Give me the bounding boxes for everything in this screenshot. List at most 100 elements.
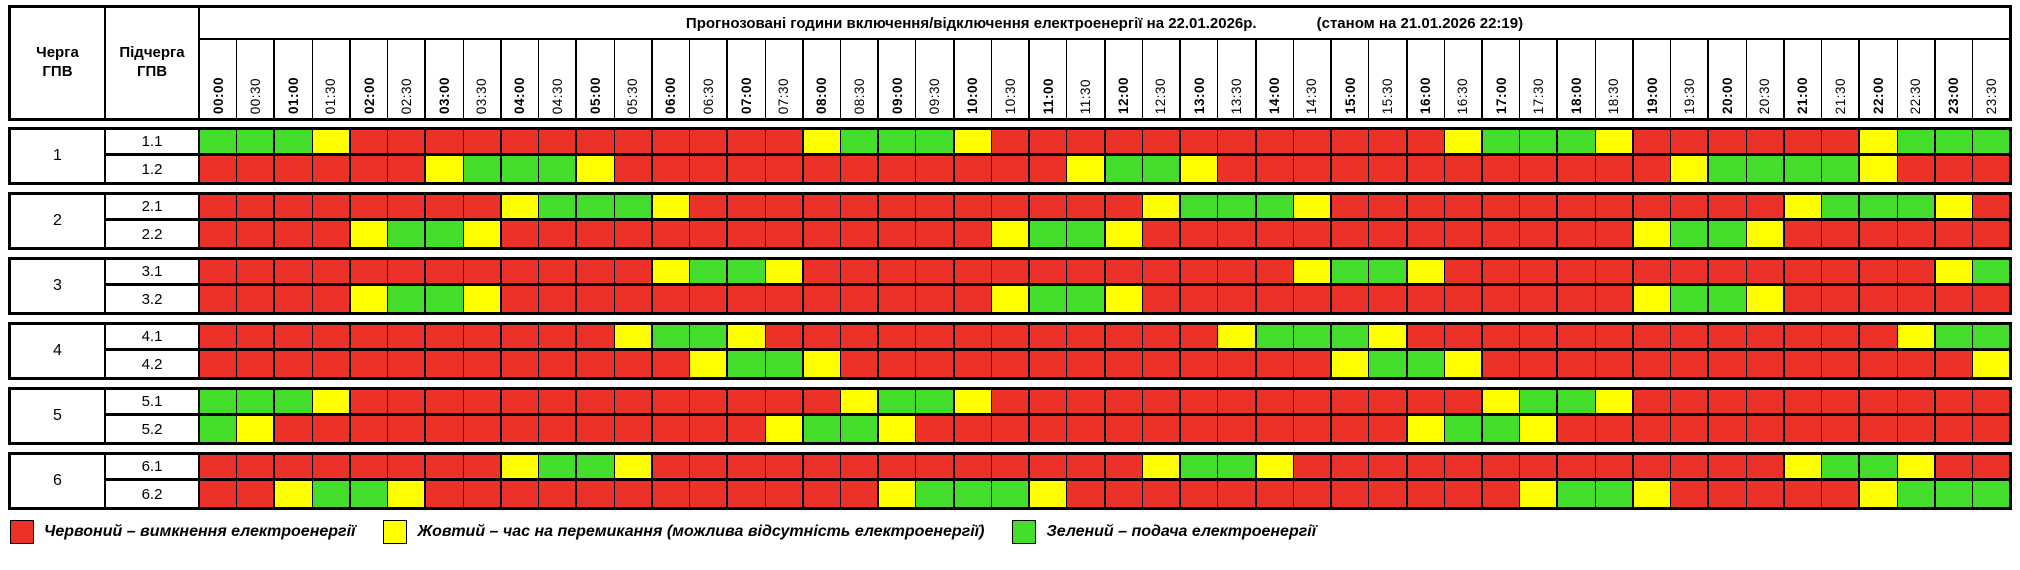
schedule-cell [877,455,916,478]
schedule-cell [1217,481,1255,507]
schedule-cell [1443,195,1481,218]
schedule-cell [1330,325,1369,348]
schedule-cell [499,351,539,377]
queue-rows: 5.1 5.2 [106,390,2010,442]
schedule-cells [200,481,2010,507]
schedule-cell [1179,325,1218,348]
schedule-cell [726,455,765,478]
schedule-cell [1670,481,1708,507]
time-label-cell: 08:30 [839,40,877,118]
schedule-cell [1254,481,1293,507]
schedule-cell [1707,221,1746,247]
schedule-cell [1405,286,1444,312]
time-label: 06:30 [700,77,716,114]
legend-swatch [10,520,34,544]
schedule-cell [1933,455,1973,478]
schedule-cell [1519,416,1557,442]
subqueue-label: 6.2 [106,481,200,507]
schedule-cell [1707,286,1746,312]
schedule-cell [424,221,463,247]
schedule-header: Черга ГПВ Підчерга ГПВ Прогнозовані годи… [8,5,2012,121]
schedule-cell [200,195,237,218]
schedule-cell [1707,260,1746,283]
schedule-cell [200,416,237,442]
schedule-cell [387,390,425,413]
schedule-cell [1066,351,1104,377]
schedule-cell [877,286,916,312]
schedule-cell [273,286,312,312]
schedule-cell [1254,351,1293,377]
schedule-cell [348,260,388,283]
schedule-cell [990,156,1029,182]
schedule-cell [1821,481,1859,507]
schedule-cell [1179,195,1218,218]
schedule-cell [726,390,765,413]
schedule-cell [236,416,274,442]
schedule-cell [1028,390,1067,413]
schedule-cell [689,325,727,348]
schedule-cell [1745,351,1783,377]
schedule-cell [200,130,237,153]
schedule-cell [726,286,765,312]
schedule-cell [1405,455,1444,478]
schedule-cell [348,455,388,478]
schedule-cell [499,130,539,153]
schedule-cell [1933,351,1973,377]
subqueue-label: 1.2 [106,156,200,182]
schedule-cell [1972,195,2010,218]
schedule-cell [1519,325,1557,348]
schedule-cell [1782,390,1822,413]
schedule-cell [1745,416,1783,442]
schedule-cell [1972,156,2010,182]
schedule-cell [1972,481,2010,507]
time-label-cell: 18:00 [1556,40,1594,118]
schedule-cell [1028,286,1067,312]
time-label: 06:00 [663,76,679,114]
schedule-cell [1066,260,1104,283]
schedule-cell [1594,195,1632,218]
subqueue-label: 4.1 [106,325,200,348]
schedule-cell [1330,416,1369,442]
time-label-cell: 07:00 [726,40,764,118]
time-label: 09:30 [927,77,943,114]
schedule-cell [575,260,614,283]
schedule-cell [1066,481,1104,507]
schedule-cells [200,416,2010,442]
schedule-cell [1707,455,1746,478]
schedule-cell [726,156,765,182]
schedule-cell [801,221,840,247]
schedule-cell [1292,221,1331,247]
schedule-cell [575,156,614,182]
schedule-cell [613,481,651,507]
time-label-cell: 20:30 [1745,40,1783,118]
schedule-cell [877,195,916,218]
schedule-cell [1103,286,1142,312]
schedule-cell [538,260,576,283]
schedule-cell [1556,156,1595,182]
schedule-cell [613,130,651,153]
schedule-cell [1972,351,2010,377]
schedule-cell [613,325,651,348]
schedule-cell [1254,325,1293,348]
queue-rows: 3.1 3.2 [106,260,2010,312]
schedule-cell [990,416,1029,442]
time-label: 11:30 [1078,78,1093,114]
schedule-cell [613,260,651,283]
schedule-cell [1254,130,1293,153]
schedule-cell [1933,156,1973,182]
schedule-cell [387,286,425,312]
schedule-cell [200,481,237,507]
schedule-title: Прогнозовані години включення/відключенн… [685,14,1257,32]
time-label: 15:00 [1342,76,1358,114]
schedule-cell [1217,455,1255,478]
schedule-cell [1141,325,1180,348]
schedule-cell [273,481,312,507]
outage-schedule-page: Черга ГПВ Підчерга ГПВ Прогнозовані годи… [8,5,2012,544]
schedule-cell [801,195,840,218]
schedule-cell [1745,390,1783,413]
schedule-cell [1480,156,1520,182]
legend-swatch [383,520,408,544]
schedule-cell [1707,416,1746,442]
schedule-cell [1631,195,1671,218]
schedule-cell [1933,221,1973,247]
